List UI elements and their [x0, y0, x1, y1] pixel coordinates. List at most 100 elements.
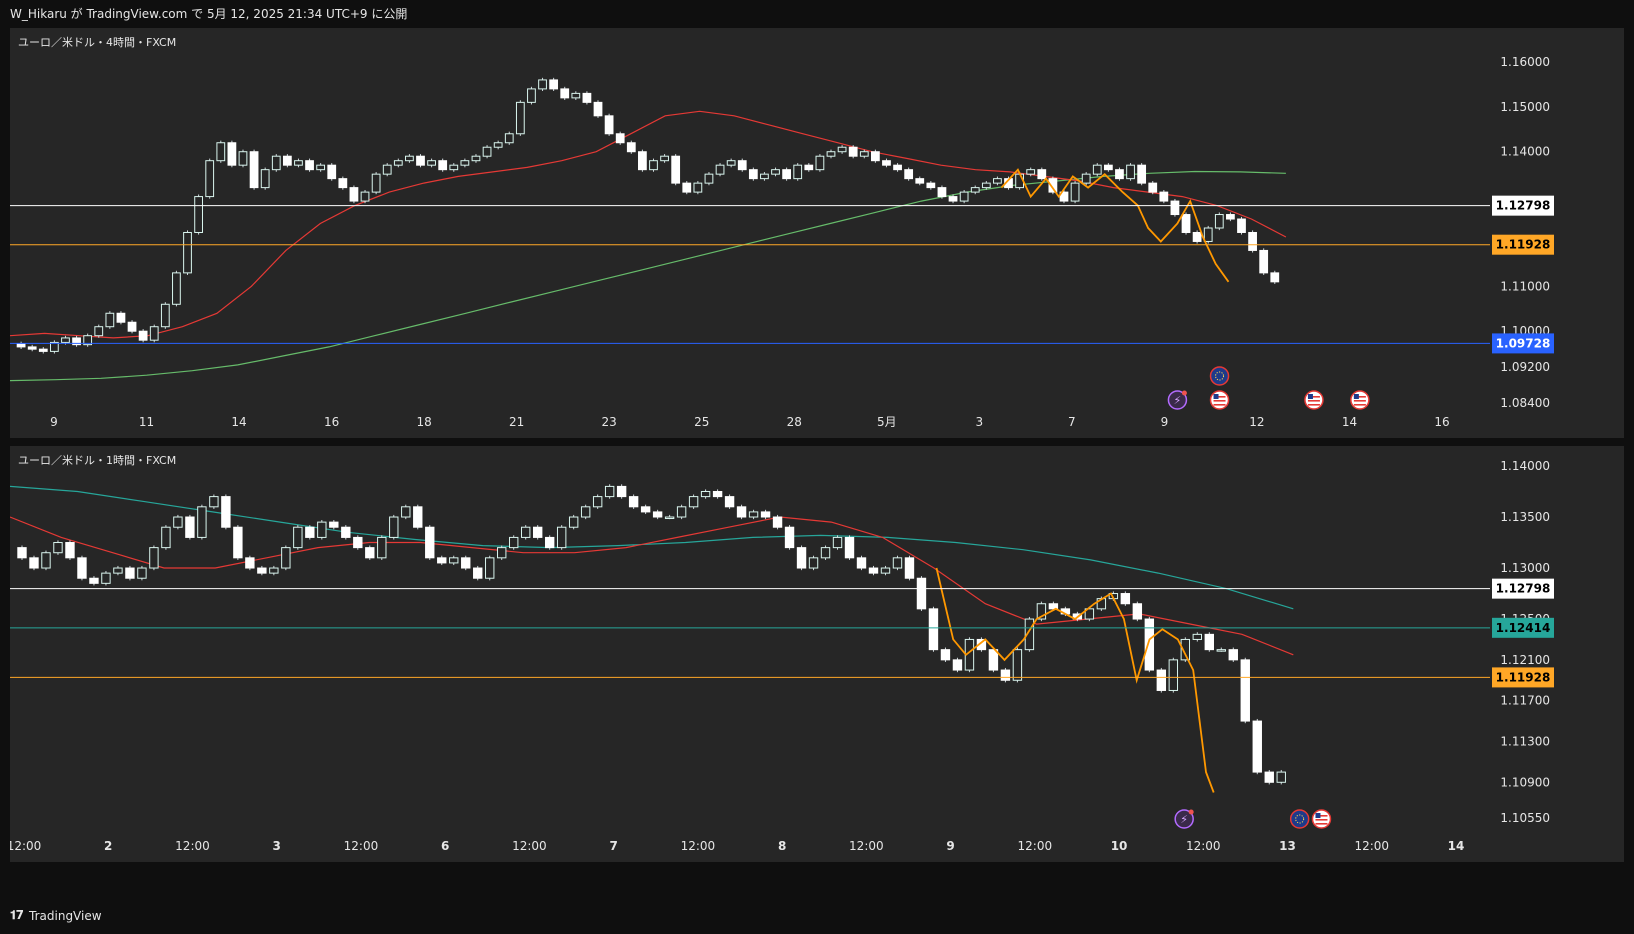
y-tick-label: 1.13500 — [1500, 510, 1550, 524]
candle-body — [377, 536, 387, 559]
candle-body — [65, 542, 75, 559]
candle-body — [793, 164, 803, 180]
candle-body — [1000, 669, 1011, 681]
candle-body — [1026, 169, 1036, 175]
candle-body — [317, 521, 327, 538]
candle-body — [1081, 173, 1091, 184]
candle-body — [17, 547, 27, 559]
us-stripe — [1353, 404, 1366, 406]
candle-body — [349, 187, 359, 202]
candle-body — [172, 272, 181, 305]
candle-body — [185, 516, 195, 538]
x-tick-label: 14 — [231, 415, 246, 429]
candle-body — [796, 547, 807, 569]
candle-body — [1204, 633, 1214, 651]
x-tick-label: 3 — [976, 415, 984, 429]
chart-pane-1h[interactable]: 1.140001.135001.130001.125001.121001.117… — [10, 446, 1624, 862]
candle-body — [1270, 272, 1280, 283]
candle-body — [820, 547, 831, 559]
x-tick-label: 12:00 — [1018, 839, 1053, 853]
candle-body — [549, 79, 559, 90]
us-stripe — [1307, 396, 1320, 398]
notification-dot — [1188, 809, 1194, 815]
candle-body — [1126, 164, 1135, 180]
price-label-box — [1492, 617, 1554, 638]
x-tick-label: 7 — [609, 839, 617, 853]
candle-body — [245, 557, 255, 569]
candle-body — [405, 155, 414, 162]
candle-body — [221, 496, 231, 528]
candle-body — [1132, 603, 1143, 620]
candle-body — [1214, 214, 1224, 229]
candle-body — [1168, 659, 1179, 691]
candle-body — [197, 506, 207, 538]
candle-body — [38, 348, 48, 352]
x-tick-label: 12:00 — [1354, 839, 1389, 853]
x-tick-label: 5月 — [877, 415, 897, 429]
candle-body — [389, 516, 399, 538]
candle-body — [461, 557, 471, 569]
y-tick-label: 1.11300 — [1500, 734, 1550, 748]
candle-body — [61, 337, 70, 343]
us-flag-icon — [1304, 390, 1324, 410]
ma-teal-line — [10, 485, 1294, 610]
candle-body — [471, 155, 481, 162]
candle-body — [712, 491, 723, 498]
candle-body — [460, 160, 470, 166]
candle-body — [493, 142, 503, 148]
candle-body — [844, 536, 855, 559]
x-tick-label: 12:00 — [849, 839, 884, 853]
candle-body — [571, 92, 581, 99]
candle-body — [316, 164, 326, 171]
candle-body — [233, 526, 243, 559]
y-tick-label: 1.14000 — [1500, 145, 1550, 159]
candle-body — [341, 526, 351, 538]
lightning-glyph: ⚡ — [1174, 394, 1182, 407]
candle-body — [161, 526, 171, 549]
x-tick-label: 25 — [694, 415, 709, 429]
price-label-box — [1492, 578, 1554, 599]
candle-body — [628, 496, 639, 508]
candle-body — [305, 526, 315, 538]
chart-pane-4h[interactable]: 1.160001.150001.140001.120001.110001.100… — [10, 28, 1624, 438]
candle-body — [1240, 659, 1250, 722]
candle-body — [105, 312, 115, 328]
tradingview-logo[interactable]: 𝟏𝟳 TradingView — [10, 908, 102, 923]
us-canton — [1307, 394, 1313, 399]
y-tick-label: 1.15000 — [1500, 100, 1550, 114]
y-tick-label: 1.08400 — [1500, 396, 1550, 410]
x-tick-label: 12:00 — [1186, 839, 1221, 853]
x-tick-label: 12:00 — [10, 839, 41, 853]
x-tick-label: 28 — [787, 415, 802, 429]
candle-body — [892, 557, 903, 569]
candle-body — [1012, 649, 1023, 681]
candle-body — [808, 557, 819, 569]
candle-body — [926, 182, 936, 189]
chart-svg-4h[interactable]: 1.160001.150001.140001.120001.110001.100… — [10, 28, 1624, 438]
candle-body — [1059, 191, 1069, 202]
chart-title-1h: ユーロ／米ドル・1時間・FXCM — [18, 454, 177, 467]
chart-svg-1h[interactable]: 1.140001.135001.130001.125001.121001.117… — [10, 446, 1624, 862]
x-tick-label: 9 — [946, 839, 954, 853]
publish-header: W_Hikaru が TradingView.com で 5月 12, 2025… — [0, 0, 1634, 28]
candle-body — [527, 88, 536, 103]
candle-body — [700, 491, 711, 498]
candle-body — [257, 567, 267, 574]
x-tick-label: 9 — [50, 415, 58, 429]
footer: 𝟏𝟳 TradingView — [0, 900, 1634, 934]
lightning-icon-bg — [1174, 809, 1194, 829]
ma-red-line — [10, 516, 1294, 656]
candle-body — [382, 164, 392, 175]
us-stripe — [1315, 819, 1328, 821]
candle-body — [940, 649, 951, 661]
x-tick-label: 2 — [104, 839, 112, 853]
candle-body — [1144, 618, 1155, 671]
x-tick-label: 12:00 — [344, 839, 379, 853]
candle-body — [473, 567, 483, 579]
x-tick-label: 3 — [273, 839, 281, 853]
candle-body — [360, 191, 370, 202]
x-tick-label: 16 — [1434, 415, 1449, 429]
y-tick-label: 1.16000 — [1500, 55, 1550, 69]
candle-body — [1237, 218, 1246, 233]
candle-body — [294, 160, 303, 166]
